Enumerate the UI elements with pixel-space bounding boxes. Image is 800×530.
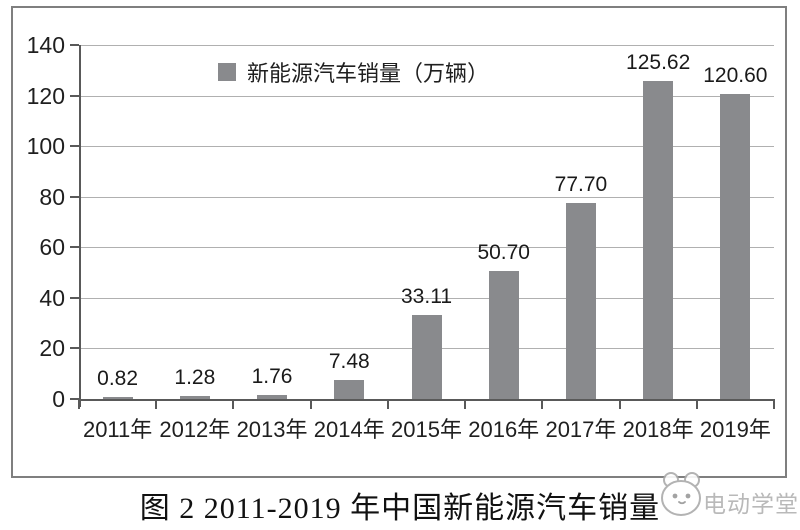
legend-swatch bbox=[218, 63, 236, 81]
x-axis-category-label: 2015年 bbox=[391, 417, 462, 442]
x-axis-category-label: 2017年 bbox=[545, 417, 617, 442]
y-axis-label: 40 bbox=[39, 284, 65, 311]
chart-frame: 0 20 40 60 80 100 120 140 0.82 2011年 1.28 2012年 1.76… bbox=[11, 6, 787, 478]
gridline bbox=[79, 95, 774, 97]
x-axis-tick bbox=[618, 399, 621, 409]
bar-value-label: 1.76 bbox=[251, 364, 293, 388]
y-axis-tick bbox=[70, 44, 79, 46]
y-axis-label: 100 bbox=[26, 133, 65, 160]
x-axis-tick bbox=[541, 399, 544, 409]
bar-value-label: 50.70 bbox=[477, 240, 530, 264]
x-axis-line bbox=[79, 399, 774, 401]
x-axis-category-label: 2018年 bbox=[622, 417, 694, 442]
y-axis-label: 120 bbox=[26, 82, 65, 109]
y-axis-line bbox=[79, 45, 81, 407]
bar-value-label: 77.70 bbox=[554, 172, 608, 196]
bar-2011年 bbox=[102, 396, 133, 399]
x-axis-category-label: 2016年 bbox=[468, 417, 540, 442]
y-axis-label: 60 bbox=[39, 234, 65, 261]
bar-2012年 bbox=[179, 395, 210, 399]
y-axis-tick bbox=[70, 246, 79, 249]
bar-2015年 bbox=[411, 315, 442, 399]
gridline bbox=[79, 146, 774, 148]
gridline bbox=[79, 247, 774, 249]
x-axis-category-label: 2012年 bbox=[159, 417, 231, 442]
x-axis-tick bbox=[464, 399, 467, 409]
figure-caption: 图 2 2011-2019 年中国新能源汽车销量 bbox=[139, 492, 661, 525]
y-axis-label: 140 bbox=[26, 32, 65, 58]
x-axis-tick bbox=[232, 399, 235, 409]
y-axis-tick bbox=[70, 94, 79, 97]
bar-2013年 bbox=[257, 394, 288, 399]
y-axis-label: 0 bbox=[52, 386, 65, 412]
x-axis-category-label: 2014年 bbox=[313, 417, 385, 442]
x-axis-category-label: 2019年 bbox=[699, 417, 771, 442]
x-axis-tick bbox=[78, 399, 80, 409]
bar-value-label: 33.11 bbox=[401, 285, 452, 309]
y-axis-tick bbox=[70, 347, 79, 350]
bar-2019年 bbox=[720, 94, 751, 399]
x-axis-tick bbox=[386, 399, 389, 409]
bar-2016年 bbox=[488, 270, 519, 399]
bar-2014年 bbox=[334, 380, 365, 399]
legend-label: 新能源汽车销量（万辆） bbox=[247, 61, 490, 86]
bar-value-label: 120.60 bbox=[703, 64, 768, 88]
x-axis-tick bbox=[155, 399, 158, 409]
y-axis-tick bbox=[70, 398, 79, 400]
y-axis-tick bbox=[70, 296, 79, 299]
bar-value-label: 125.62 bbox=[626, 51, 691, 75]
gridline bbox=[79, 196, 774, 198]
watermark-text: 电动学堂 bbox=[703, 491, 799, 517]
x-axis-tick bbox=[309, 399, 312, 409]
mascot-logo-icon bbox=[661, 472, 701, 516]
x-axis-tick bbox=[773, 399, 775, 409]
y-axis-tick bbox=[70, 145, 79, 148]
bar-value-label: 7.48 bbox=[328, 350, 370, 374]
gridline bbox=[79, 45, 774, 46]
legend: 新能源汽车销量（万辆） bbox=[218, 60, 489, 86]
bar-value-label: 0.82 bbox=[97, 366, 139, 390]
y-axis-tick bbox=[70, 195, 79, 198]
bar-2017年 bbox=[565, 202, 596, 399]
y-axis-label: 80 bbox=[39, 183, 65, 210]
bar-2018年 bbox=[643, 81, 674, 399]
x-axis-category-label: 2011年 bbox=[82, 417, 153, 442]
bar-value-label: 1.28 bbox=[174, 365, 216, 389]
x-axis-tick bbox=[695, 399, 698, 409]
gridline bbox=[79, 297, 774, 299]
x-axis-category-label: 2013年 bbox=[236, 417, 308, 442]
y-axis-label: 20 bbox=[39, 335, 65, 362]
